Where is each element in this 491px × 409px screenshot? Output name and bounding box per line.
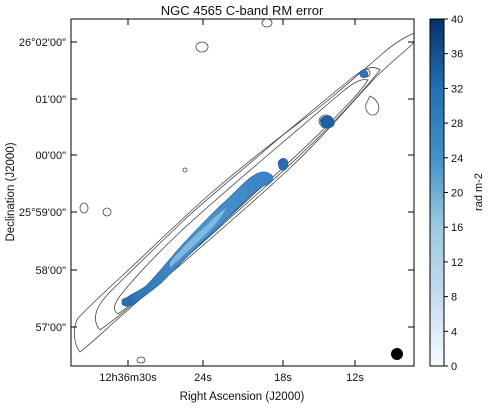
y-tick-label: 26°02'00" xyxy=(19,37,66,49)
x-axis: 12h36m30s 24s 18s 12s xyxy=(99,19,364,384)
colorbar-ticks: 0 4 8 12 16 20 24 28 32 36 40 xyxy=(444,14,463,373)
contour-blob-2 xyxy=(79,202,89,214)
contour-blob-9 xyxy=(136,356,146,364)
colorbar-tick-label: 16 xyxy=(451,222,463,234)
rm-error-map xyxy=(121,69,369,307)
colorbar-tick-label: 8 xyxy=(451,292,457,304)
y-tick-label: 00'00" xyxy=(36,150,67,162)
y-axis: 26°02'00" 01'00" 00'00" 25°59'00" 58'00" 57'0… xyxy=(19,37,414,334)
colorbar-tick-label: 24 xyxy=(451,153,463,165)
x-tick-label: 18s xyxy=(274,372,292,384)
beam-marker xyxy=(391,348,403,360)
y-tick-label: 58'00" xyxy=(36,265,67,277)
contour-blob-4 xyxy=(182,167,188,173)
colorbar xyxy=(429,18,445,367)
image-layer xyxy=(74,19,414,364)
x-tick-label: 12s xyxy=(346,372,364,384)
y-tick-label: 25°59'00" xyxy=(19,207,66,219)
colorbar-tick-label: 40 xyxy=(451,14,463,26)
x-axis-label: Right Ascension (J2000) xyxy=(180,391,305,403)
emission-knot-3 xyxy=(359,69,369,78)
contour-blob-3 xyxy=(102,207,112,217)
colorbar-tick-label: 0 xyxy=(451,361,457,373)
emission-knot-4 xyxy=(121,297,133,307)
chart-title: NGC 4565 C-band RM error xyxy=(161,3,324,18)
colorbar-label: rad m-2 xyxy=(473,173,485,211)
emission-knot-2 xyxy=(319,115,335,129)
colorbar-tick-label: 4 xyxy=(451,326,457,338)
contour-blob-1 xyxy=(195,41,209,53)
y-tick-label: 57'00" xyxy=(36,322,67,334)
colorbar-tick-label: 20 xyxy=(451,188,463,200)
colorbar-tick-label: 32 xyxy=(451,83,463,95)
contour-blob-6 xyxy=(365,95,380,116)
contour-blob-5 xyxy=(261,19,273,28)
galaxy-core-bright xyxy=(170,208,226,268)
x-tick-label: 24s xyxy=(194,372,212,384)
y-tick-label: 01'00" xyxy=(36,94,67,106)
emission-knot-1 xyxy=(277,158,289,171)
colorbar-tick-label: 28 xyxy=(451,118,463,130)
contour-outer xyxy=(74,32,414,353)
colorbar-tick-label: 36 xyxy=(451,49,463,61)
y-axis-label: Declination (J2000) xyxy=(5,142,17,241)
colorbar-tick-label: 12 xyxy=(451,257,463,269)
x-tick-label: 12h36m30s xyxy=(99,372,157,384)
